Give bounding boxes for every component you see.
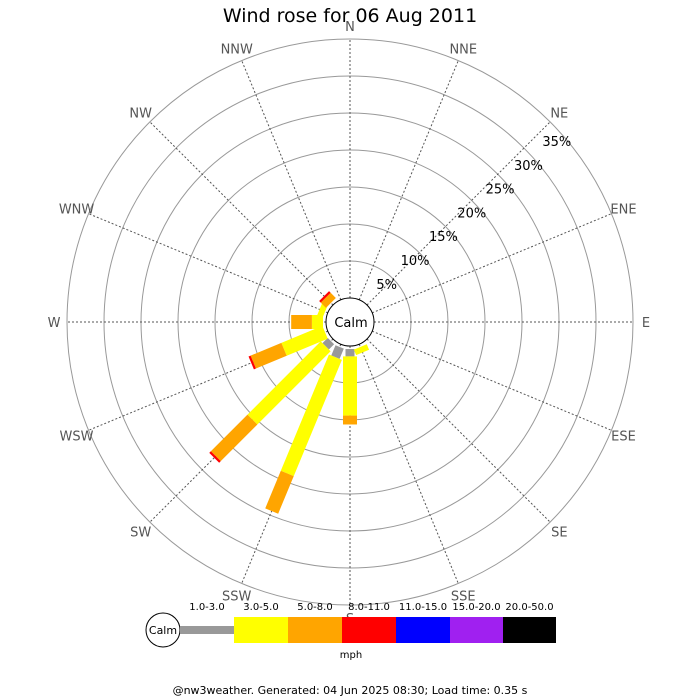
- legend-label-4: 11.0-15.0: [399, 602, 447, 613]
- bar-w-band-2: [291, 315, 312, 329]
- direction-label-ene: ENE: [610, 203, 636, 218]
- bar-sw-band-2: [210, 414, 258, 462]
- direction-labels: NNNENEENEEESESESSESSSWSWWSWWWNWNWNNW: [48, 20, 651, 627]
- ring-label: 5%: [376, 278, 397, 293]
- bar-nw-band-2: [320, 292, 336, 308]
- spoke-wsw: [88, 330, 329, 431]
- legend-swatch-0: [180, 626, 234, 634]
- legend-label-3: 8.0-11.0: [348, 602, 390, 613]
- bar-s-band-2: [343, 415, 357, 425]
- direction-label-n: N: [345, 20, 355, 35]
- legend-swatch-6: [503, 617, 556, 643]
- ring-label: 15%: [429, 230, 458, 245]
- bar-ssw-band-1: [280, 354, 342, 477]
- bar-stack-sse: [353, 344, 370, 356]
- footer-text: @nw3weather. Generated: 04 Jun 2025 08:3…: [172, 684, 528, 697]
- direction-label-wnw: WNW: [59, 203, 95, 218]
- spoke-sse: [358, 343, 459, 584]
- direction-label-ne: NE: [550, 107, 568, 122]
- direction-label-wsw: WSW: [60, 429, 94, 444]
- spoke-ne: [366, 121, 551, 306]
- bar-sw-band-0: [322, 337, 335, 350]
- chart-title: Wind rose for 06 Aug 2011: [222, 5, 478, 27]
- spoke-nnw: [241, 60, 342, 301]
- legend-calm-label: Calm: [149, 624, 177, 637]
- spoke-nne: [358, 60, 459, 301]
- ring-label: 20%: [457, 206, 486, 221]
- speed-legend: Calm 1.0-3.0 3.0-5.0 5.0-8.0 8.0-11.0 11.0-15…: [145, 602, 556, 661]
- legend-swatch-2: [288, 617, 342, 643]
- bar-ssw-band-0: [331, 345, 344, 359]
- legend-label-1: 3.0-5.0: [243, 602, 278, 613]
- bar-s-band-0: [345, 349, 355, 357]
- bar-stack-sw: [209, 337, 335, 463]
- legend-swatch-3: [342, 617, 396, 643]
- bar-w-band-1: [311, 315, 323, 329]
- bar-wsw-band-1: [281, 325, 328, 356]
- calm-center: Calm: [325, 297, 375, 347]
- direction-label-sw: SW: [130, 525, 151, 540]
- ring-label: 30%: [514, 159, 543, 174]
- bar-sw-band-1: [247, 341, 331, 425]
- direction-label-nw: NW: [129, 107, 152, 122]
- legend-label-6: 20.0-50.0: [505, 602, 553, 613]
- direction-label-sse: SSE: [451, 589, 476, 604]
- ring-label: 25%: [486, 183, 515, 198]
- legend-swatch-4: [396, 617, 450, 643]
- wind-bars: [209, 291, 370, 514]
- ring-7: [66, 38, 634, 606]
- bar-stack-s: [343, 349, 357, 425]
- bar-sse-band-1: [353, 344, 370, 356]
- legend-swatch-5: [450, 617, 503, 643]
- spoke-nw: [149, 121, 334, 306]
- bar-wsw-band-3: [248, 355, 256, 370]
- spoke-wnw: [88, 213, 329, 314]
- direction-label-nnw: NNW: [221, 43, 253, 58]
- direction-label-ese: ESE: [611, 429, 636, 444]
- bar-stack-nw: [319, 291, 336, 308]
- ring-3: [214, 186, 486, 458]
- direction-label-ssw: SSW: [222, 589, 252, 604]
- bar-stack-ssw: [265, 345, 344, 514]
- ring-labels: 5% 10% 15% 20%25% 30% 35%: [376, 135, 571, 293]
- direction-label-e: E: [642, 316, 650, 331]
- bar-s-band-1: [343, 356, 357, 416]
- direction-label-w: W: [48, 316, 61, 331]
- bar-stack-wsw: [248, 325, 328, 370]
- bar-ssw-band-2: [265, 470, 294, 514]
- legend-swatch-1: [234, 617, 288, 643]
- legend-label-0: 1.0-3.0: [189, 602, 224, 613]
- ring-label: 10%: [401, 254, 430, 269]
- direction-label-nne: NNE: [449, 43, 477, 58]
- calm-label: Calm: [334, 316, 367, 331]
- bar-nw-band-3: [319, 291, 331, 303]
- spoke-ese: [371, 330, 612, 431]
- direction-label-se: SE: [551, 525, 567, 540]
- direction-spokes: [67, 39, 633, 605]
- bar-wsw-band-2: [250, 342, 287, 369]
- bar-stack-w: [291, 315, 323, 329]
- legend-label-5: 15.0-20.0: [452, 602, 500, 613]
- legend-label-2: 5.0-8.0: [297, 602, 332, 613]
- bar-sw-band-3: [209, 451, 221, 463]
- ring-label: 35%: [542, 135, 571, 150]
- spoke-se: [366, 338, 551, 523]
- legend-unit: mph: [340, 650, 362, 661]
- spoke-ene: [371, 213, 612, 314]
